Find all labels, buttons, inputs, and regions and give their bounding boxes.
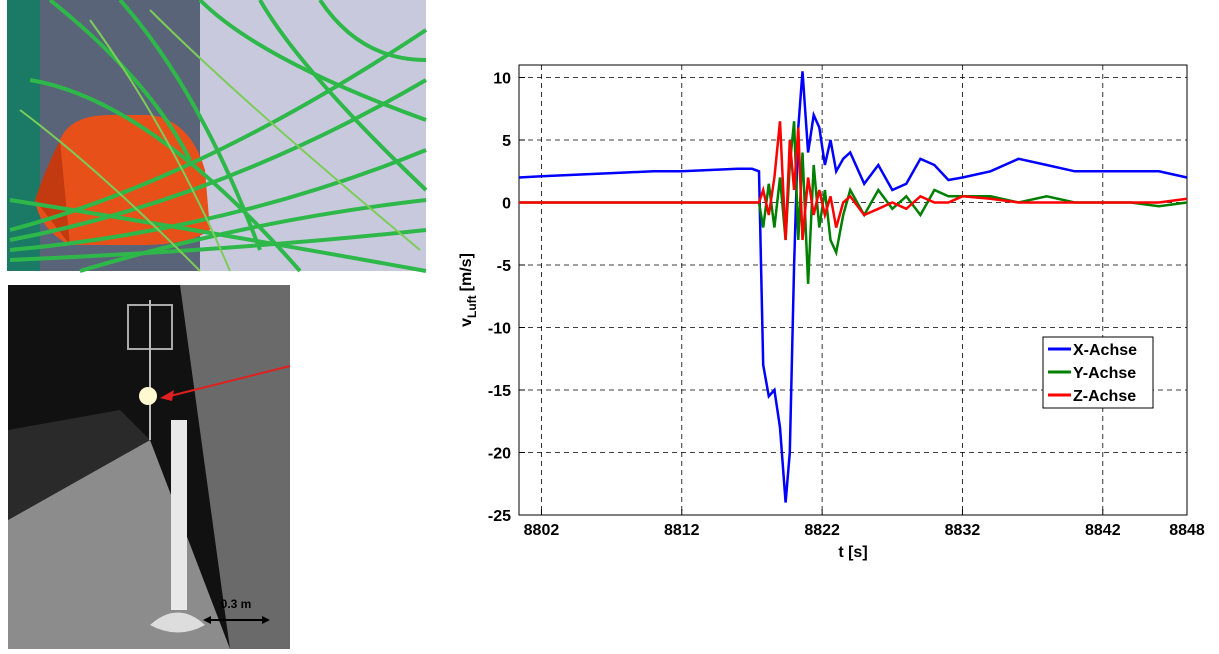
simulation-image <box>7 0 428 273</box>
legend-label: Y-Achse <box>1073 365 1136 382</box>
y-tick-label: 5 <box>502 133 511 150</box>
series-line <box>519 121 1188 241</box>
y-tick-label: -15 <box>488 383 511 400</box>
x-tick-label: 8802 <box>524 522 560 539</box>
y-axis-label-main: v <box>458 318 475 327</box>
y-axis-label-sub: Luft <box>465 295 479 318</box>
legend-label: Z-Achse <box>1073 388 1136 405</box>
y-tick-label: -20 <box>488 446 511 463</box>
x-tick-label: 8812 <box>664 522 700 539</box>
scale-label: 0.3 m <box>221 597 252 611</box>
plot-frame <box>518 64 1188 516</box>
y-tick-label: 10 <box>493 71 511 88</box>
y-axis-label: vLuft [m/s] <box>458 253 479 327</box>
y-tick-label: -25 <box>488 508 511 525</box>
series-line <box>518 71 1188 503</box>
chart: -25 -20 -15 -10 -5 0 5 10 8802 8812 8822 8832 8842 88… <box>458 64 1205 561</box>
x-tick-label: 8832 <box>945 522 981 539</box>
x-tick-label: 8848 <box>1169 522 1205 539</box>
y-tick-label: 0 <box>502 196 511 213</box>
legend-label: X-Achse <box>1073 342 1137 359</box>
sensor-photo: 0.3 m <box>8 285 291 649</box>
plot-area <box>519 65 1187 515</box>
y-tick-label: -5 <box>497 258 511 275</box>
x-axis-label: t [s] <box>838 544 867 561</box>
x-tick-label: 8822 <box>804 522 840 539</box>
y-tick-label: -10 <box>488 321 511 338</box>
x-tick-label: 8842 <box>1085 522 1121 539</box>
y-axis-label-unit: [m/s] <box>458 253 475 291</box>
